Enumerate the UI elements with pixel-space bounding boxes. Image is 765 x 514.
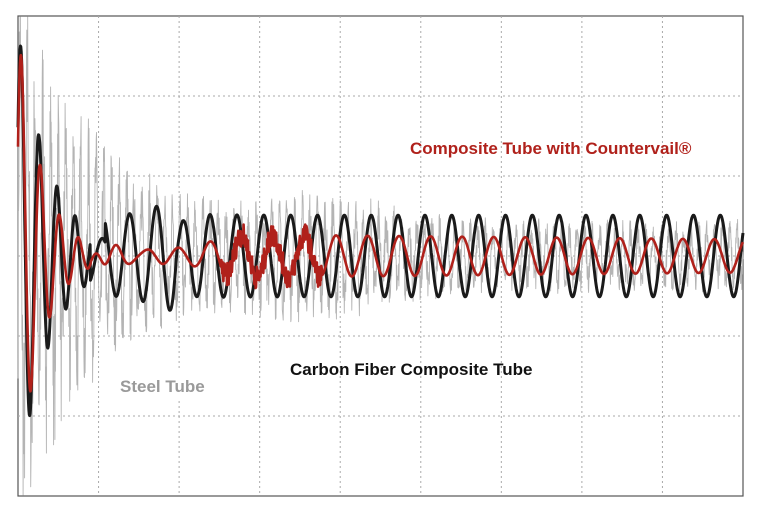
label-carbon-fiber: Carbon Fiber Composite Tube [290,360,532,379]
series-layer [16,16,745,496]
label-steel-tube: Steel Tube [120,377,205,396]
countervail-line [16,53,745,393]
label-countervail: Composite Tube with Countervail® [410,139,692,158]
label-steel-bg [112,370,214,400]
carbon-fiber-line [16,44,745,418]
